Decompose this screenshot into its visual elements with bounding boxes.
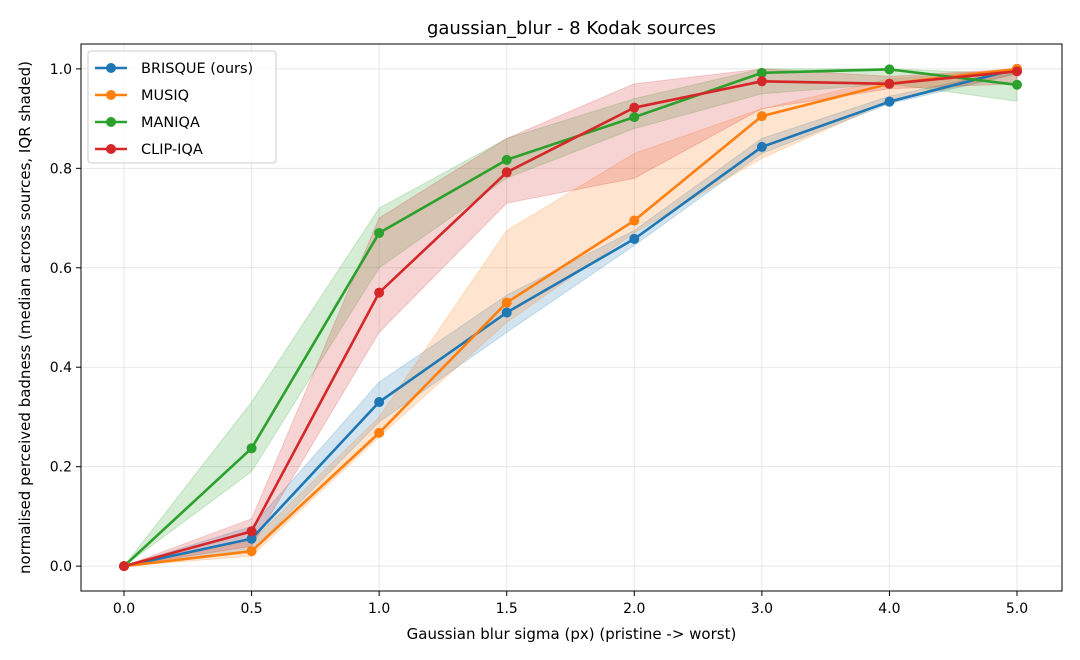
x-tick-label: 1.0	[368, 601, 390, 617]
legend-marker-clip-iqa	[106, 144, 116, 154]
x-tick-label: 2.0	[623, 601, 645, 617]
clip-iqa-point	[756, 76, 767, 87]
clip-iqa-point	[246, 526, 257, 537]
clip-iqa-point	[501, 167, 512, 178]
brisque-ours-point	[884, 96, 895, 107]
x-axis-title: Gaussian blur sigma (px) (pristine -> wo…	[407, 625, 737, 643]
legend-marker-brisque-ours	[106, 63, 116, 73]
musiq-point	[756, 111, 767, 122]
clip-iqa-point	[884, 78, 895, 89]
musiq-point	[629, 215, 640, 226]
x-tick-label: 1.5	[496, 601, 518, 617]
y-tick-label: 0.8	[50, 161, 72, 177]
maniqa-point	[246, 443, 257, 454]
plot-frame	[80, 43, 1063, 592]
legend-marker-maniqa	[106, 117, 116, 127]
x-tick-label: 5.0	[1006, 601, 1028, 617]
maniqa-point	[629, 112, 640, 123]
series-lines	[123, 67, 1018, 568]
maniqa-point	[501, 154, 512, 165]
clip-iqa-point	[374, 287, 385, 298]
axis-ticks: 0.0 0.5 1.0 1.5 2.0 3.0 4.0 5.0 0.0 0.2 0.4 0.6 0.8 1…	[50, 62, 1028, 617]
musiq-point	[374, 427, 385, 438]
y-tick-label: 0.4	[50, 360, 72, 376]
x-tick-label: 3.0	[751, 601, 773, 617]
maniqa-line	[123, 68, 1018, 568]
maniqa-point	[1012, 79, 1022, 90]
musiq-point	[246, 546, 257, 557]
y-axis-title: normalised perceived badness (median acr…	[16, 61, 34, 574]
grid	[81, 44, 1062, 591]
y-tick-label: 1.0	[50, 62, 72, 78]
brisque-ours-point	[756, 141, 767, 152]
clip-iqa-point	[629, 102, 640, 113]
brisque-ours-point	[374, 397, 385, 408]
x-tick-label: 4.0	[878, 601, 900, 617]
brisque-ours-line	[123, 67, 1018, 568]
clip-iqa-line	[123, 70, 1018, 568]
maniqa-point	[884, 64, 895, 75]
clip-iqa-point	[1012, 66, 1022, 77]
y-tick-label: 0.2	[50, 460, 72, 476]
y-tick-label: 0.6	[50, 261, 72, 277]
legend-box	[87, 50, 277, 164]
legend-label-musiq: MUSIQ	[141, 88, 189, 104]
x-tick-label: 0.0	[113, 601, 135, 617]
legend-label-maniqa: MANIQA	[141, 115, 200, 131]
legend-label-brisque-ours: BRISQUE (ours)	[141, 61, 253, 77]
musiq-line	[123, 67, 1018, 568]
maniqa-point	[374, 227, 385, 238]
y-tick-label: 0.0	[50, 559, 72, 575]
brisque-ours-point	[629, 233, 640, 244]
legend-label-clip-iqa: CLIP-IQA	[141, 142, 203, 158]
legend-marker-musiq	[106, 90, 116, 100]
musiq-point	[501, 297, 512, 308]
clip-iqa-point	[119, 561, 129, 572]
series-markers	[119, 63, 1022, 572]
legend: BRISQUE (ours) MUSIQ MANIQA CLIP-IQA	[87, 50, 277, 164]
chart-title: gaussian_blur - 8 Kodak sources	[427, 18, 716, 39]
x-tick-label: 0.5	[240, 601, 262, 617]
maniqa-point	[756, 67, 767, 78]
brisque-ours-point	[501, 307, 512, 318]
brisque-ours-point	[246, 533, 257, 544]
